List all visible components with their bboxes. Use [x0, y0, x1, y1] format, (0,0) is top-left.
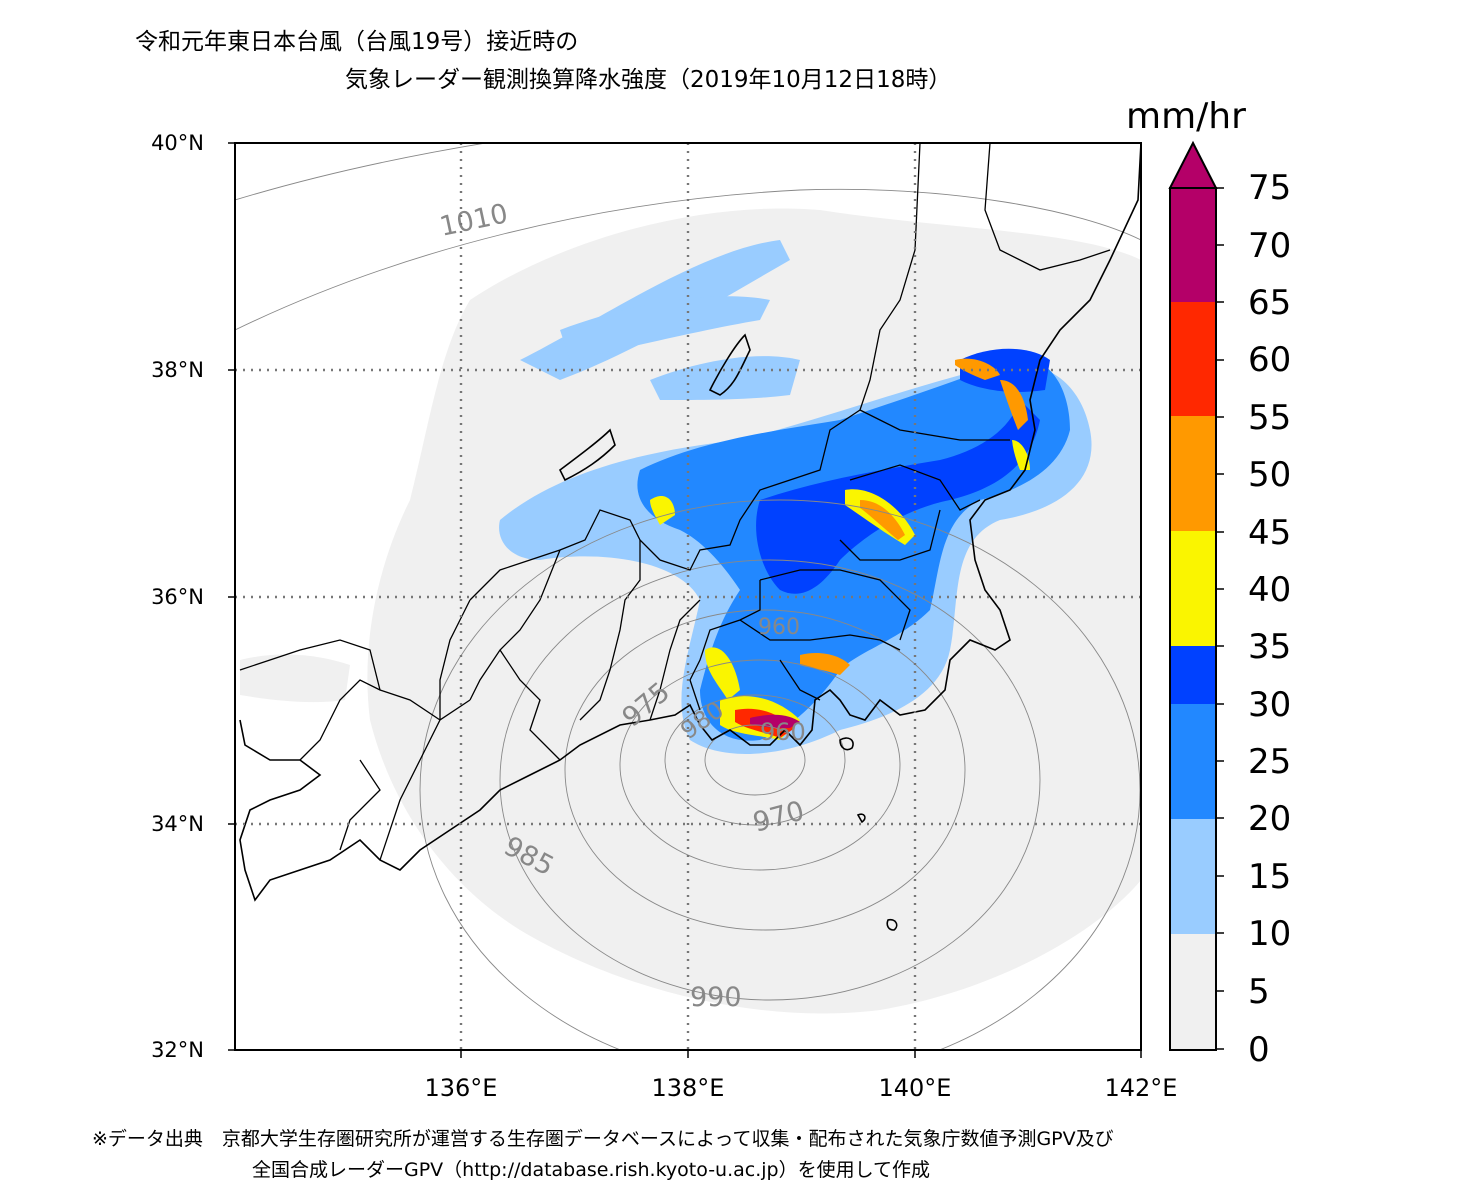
- colorbar-tick-label: 45: [1248, 513, 1292, 553]
- colorbar-tick-label: 55: [1248, 398, 1292, 438]
- colorbar-tick-label: 0: [1248, 1030, 1270, 1070]
- colorbar-tick-label: 30: [1248, 685, 1292, 725]
- colorbar-tick-label: 35: [1248, 627, 1292, 667]
- lat-label: 38°N: [151, 358, 204, 382]
- data-source-note-line1: ※データ出典 京都大学生存圏研究所が運営する生存圏データベースによって収集・配布…: [92, 1128, 1114, 1150]
- data-source-note-line2: 全国合成レーダーGPV（http://database.rish.kyoto-u…: [252, 1159, 931, 1181]
- map-title-line1: 令和元年東日本台風（台風19号）接近時の: [135, 29, 579, 55]
- lon-label: 140°E: [878, 1074, 952, 1102]
- lon-label: 138°E: [651, 1074, 725, 1102]
- colorbar-tick-label: 25: [1248, 742, 1292, 782]
- colorbar-tick-label: 70: [1248, 226, 1292, 266]
- isobars: [235, 143, 1141, 1050]
- colorbar-tick-label: 40: [1248, 570, 1292, 610]
- isobar-label: 990: [690, 982, 742, 1013]
- lat-label: 34°N: [151, 812, 204, 836]
- colorbar-tick-label: 50: [1248, 455, 1292, 495]
- prefecture-borders: [239, 143, 1111, 861]
- colorbar-tick-label: 20: [1248, 799, 1292, 839]
- colorbar-tick-label: 60: [1248, 340, 1292, 380]
- colorbar-tick-label: 75: [1248, 168, 1292, 208]
- coastlines: [239, 143, 1141, 931]
- lat-label: 36°N: [151, 585, 204, 609]
- colorbar-tick-label: 65: [1248, 283, 1292, 323]
- colorbar: [1168, 140, 1224, 1051]
- lat-label: 40°N: [151, 131, 204, 155]
- axis-ticks: [228, 142, 1142, 1058]
- colorbar-tick-label: 15: [1248, 857, 1292, 897]
- map-title-line2: 気象レーダー観測換算降水強度（2019年10月12日18時）: [345, 67, 952, 93]
- colorbar-tick-label: 5: [1248, 972, 1270, 1012]
- lat-label: 32°N: [151, 1038, 204, 1062]
- isobar-label: 960: [758, 615, 800, 640]
- very-intense-rain-area: [650, 358, 1030, 740]
- isobar-label: 960: [760, 718, 806, 746]
- colorbar-extend-arrow: [1168, 140, 1218, 189]
- colorbar-tick-label: 10: [1248, 914, 1292, 954]
- lon-label: 142°E: [1104, 1074, 1178, 1102]
- map-area: [235, 143, 1141, 1050]
- lon-label: 136°E: [424, 1074, 498, 1102]
- colorbar-unit: mm/hr: [1126, 96, 1246, 137]
